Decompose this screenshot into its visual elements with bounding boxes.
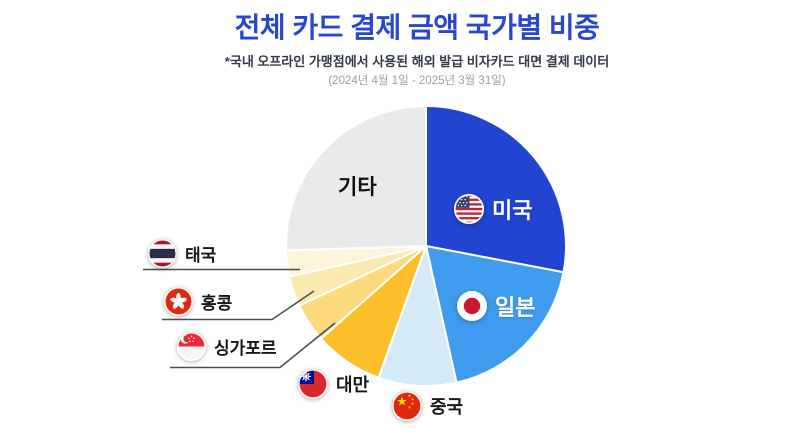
chart-header: 전체 카드 결제 금액 국가별 비중 *국내 오프라인 가맹점에서 사용된 해외… bbox=[17, 12, 800, 88]
singapore-flag-icon bbox=[177, 332, 206, 361]
chart-date-range: (2024년 4월 1일 - 2025년 3월 31일) bbox=[328, 75, 506, 88]
usa-flag-icon bbox=[454, 194, 484, 224]
slice-label-thailand-text: 태국 bbox=[185, 246, 217, 265]
slice-label-thailand: 태국 bbox=[148, 239, 216, 268]
pie-slice-china bbox=[377, 245, 458, 387]
china-flag-icon bbox=[392, 391, 422, 421]
slice-label-singapore: 싱가포르 bbox=[177, 332, 277, 361]
slice-label-china: 중국 bbox=[392, 391, 463, 421]
singapore-callout-line bbox=[170, 322, 336, 369]
pie-slice-usa bbox=[425, 105, 567, 274]
slice-label-taiwan-text: 대만 bbox=[336, 375, 370, 395]
slice-label-taiwan: 대만 bbox=[298, 369, 369, 399]
slice-label-japan: 일본 bbox=[457, 290, 535, 322]
pie-slice-others bbox=[285, 105, 427, 252]
chart-title: 전체 카드 결제 금액 국가별 비중 bbox=[234, 12, 600, 43]
hongkong-callout-line bbox=[162, 290, 315, 321]
callout-lines bbox=[143, 268, 336, 369]
slice-label-china-text: 중국 bbox=[430, 397, 464, 417]
taiwan-flag-icon bbox=[298, 369, 328, 399]
slice-label-usa-text: 미국 bbox=[492, 198, 533, 223]
japan-flag-icon bbox=[457, 291, 487, 321]
pie-slices bbox=[285, 105, 567, 387]
slice-label-japan-text: 일본 bbox=[495, 295, 536, 320]
slice-label-hongkong-text: 홍콩 bbox=[201, 294, 233, 313]
pie-slice-japan bbox=[425, 245, 565, 384]
slice-label-others: 기타 bbox=[338, 176, 377, 199]
chart-subtitle: *국내 오프라인 가맹점에서 사용된 해외 발급 비자카드 대면 결제 데이터 bbox=[224, 54, 610, 70]
thailand-flag-icon bbox=[148, 239, 177, 268]
slice-label-usa: 미국 bbox=[454, 193, 532, 225]
slice-label-singapore-text: 싱가포르 bbox=[214, 339, 277, 358]
slice-label-hongkong: 홍콩 bbox=[164, 287, 232, 316]
hongkong-flag-icon bbox=[164, 287, 193, 316]
